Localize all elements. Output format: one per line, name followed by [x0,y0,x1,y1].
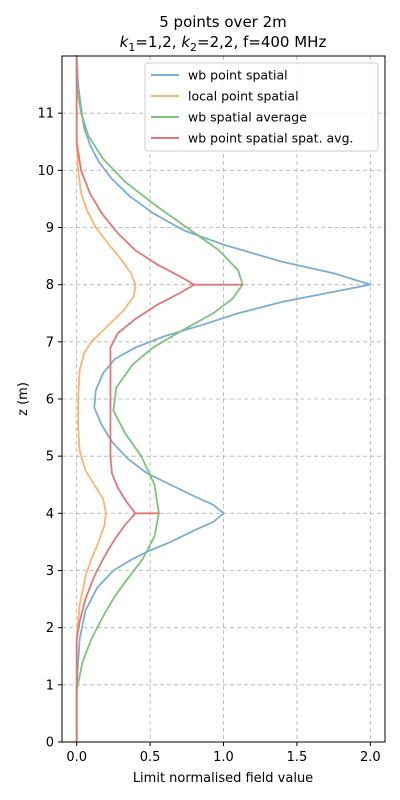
legend-label: wb point spatial [188,68,288,83]
x-axis-label: Limit normalised field value [133,771,313,786]
y-tick-label: 1 [46,678,54,693]
title-k2-value: =2,2, f=400 MHz [197,33,326,51]
y-tick-label: 9 [46,221,54,236]
legend-label: wb point spatial spat. avg. [188,131,354,146]
y-axis-label: z (m) [16,382,31,416]
series-line-2 [75,55,137,743]
series-line-4 [75,55,244,743]
legend-label: local point spatial [188,89,299,104]
x-tick-label: 0.0 [66,750,87,765]
x-tick-label: 1.0 [213,750,234,765]
y-tick-label: 4 [46,507,54,522]
x-tick-label: 2.0 [360,750,381,765]
title-k1-value: =1,2, [135,33,181,51]
y-tick-label: 2 [46,621,54,636]
x-tick-label: 1.5 [287,750,308,765]
chart-title-line2: k1=1,2, k2=2,2, f=400 MHz [120,33,327,54]
y-tick-label: 10 [37,164,54,179]
y-tick-label: 3 [46,564,54,579]
y-tick-label: 5 [46,450,54,465]
y-tick-label: 0 [46,736,54,751]
legend: wb point spatial local point spatial wb sp… [144,62,379,152]
series-group [75,55,372,743]
y-tick-label: 7 [46,335,54,350]
axis-ticks: 0.0 0.5 1.0 1.5 2.0 0 1 2 3 4 5 6 7 8 9 10 11 [37,107,380,765]
legend-box [144,62,379,152]
legend-label: wb spatial average [188,110,307,125]
x-tick-label: 0.5 [140,750,161,765]
chart-title-line1: 5 points over 2m [159,13,287,31]
y-tick-label: 11 [37,107,54,122]
title-k2-base: k [181,33,191,51]
series-line-1 [75,55,372,743]
title-k1-sub: 1 [128,41,135,54]
title-k1-base: k [120,33,130,51]
title-k2-sub: 2 [190,41,197,54]
series-line-3 [75,55,244,743]
y-tick-label: 6 [46,393,54,408]
y-tick-label: 8 [46,278,54,293]
